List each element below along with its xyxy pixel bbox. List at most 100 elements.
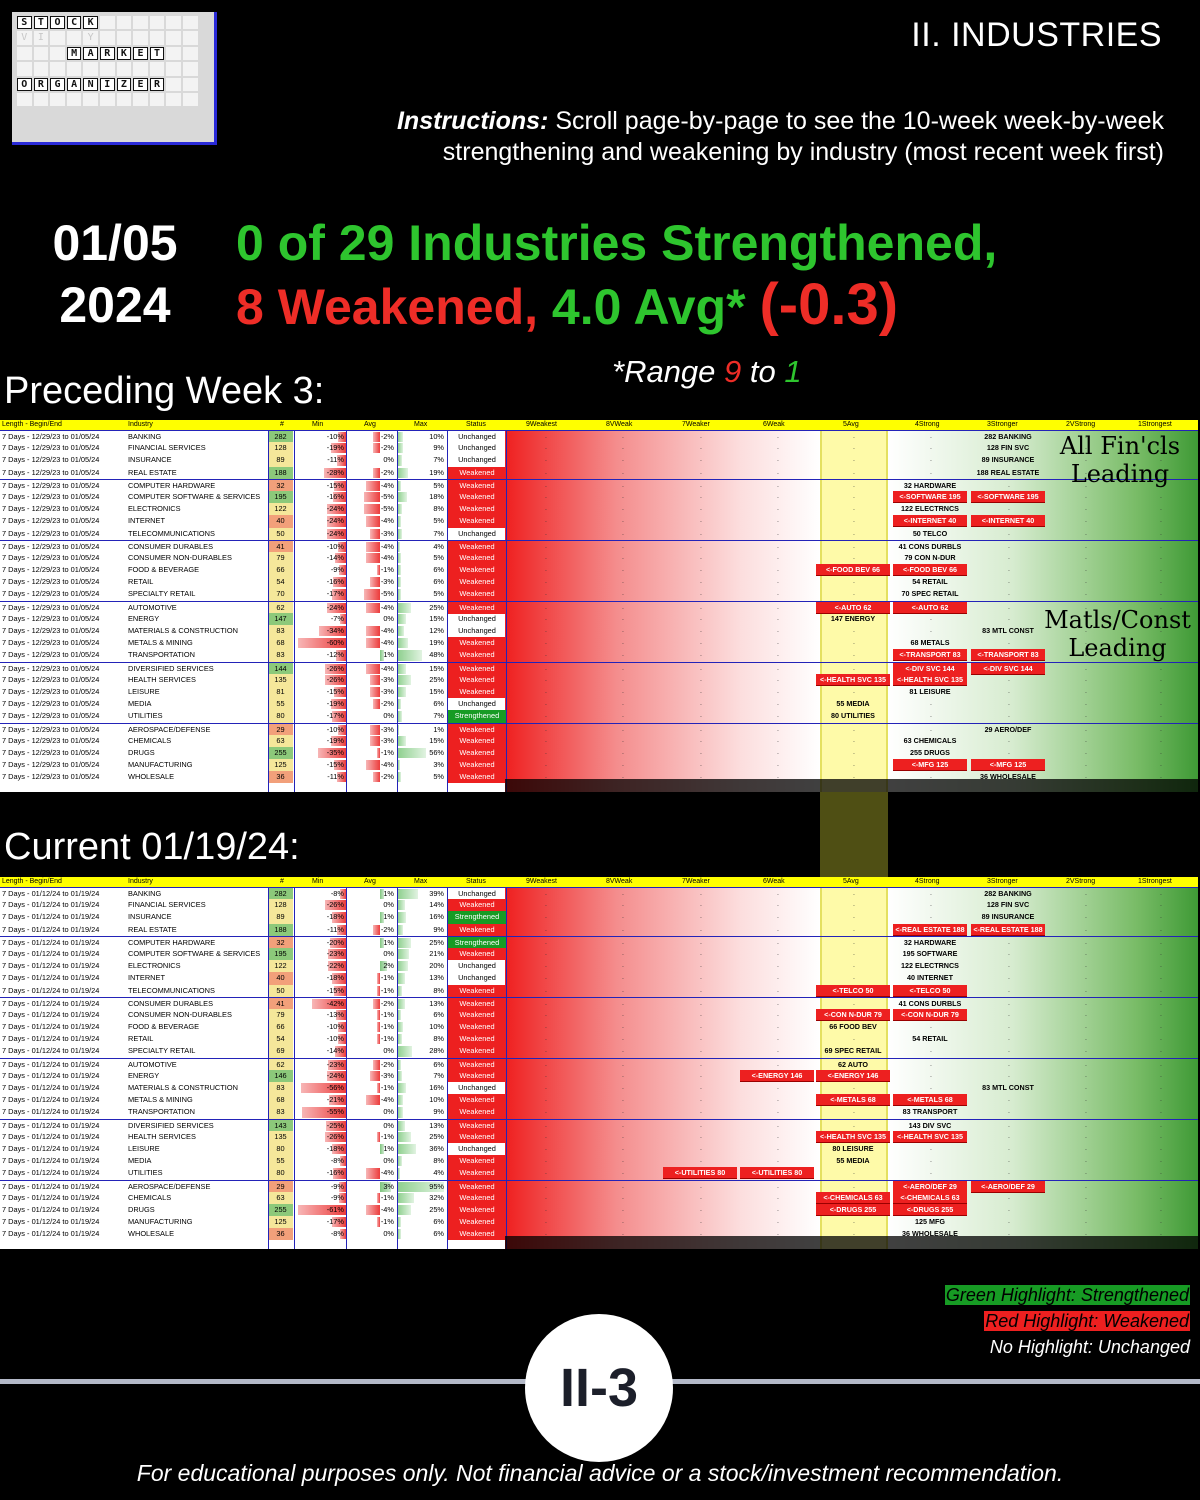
avg-bar — [369, 1070, 380, 1081]
logo-cell — [50, 62, 65, 76]
period-cell: 7 Days - 01/12/24 to 01/19/24 — [2, 1217, 100, 1227]
avg-bar — [380, 937, 384, 948]
disclaimer: For educational purposes only. Not finan… — [136, 1460, 1064, 1486]
empty-cell-dot: . — [1160, 578, 1162, 586]
logo-cell — [33, 92, 49, 107]
count-cell: 83 — [268, 649, 293, 662]
rank-label: 79 CON N-DUR — [904, 552, 956, 562]
logo-cell: C — [66, 16, 82, 30]
max-cell: 25% — [398, 602, 446, 614]
max-cell: 7% — [398, 1070, 446, 1082]
count-cell: 62 — [268, 1058, 293, 1071]
empty-cell-dot: . — [1160, 1132, 1162, 1140]
table-row: 7 Days - 12/29/23 to 01/05/24 COMPUTER HA… — [0, 478, 1198, 492]
empty-cell-dot: . — [853, 444, 855, 452]
avg-bar — [369, 724, 380, 735]
empty-cell-dot: . — [545, 468, 547, 476]
count-cell: 41 — [268, 540, 293, 553]
min-cell: -10% — [296, 724, 346, 736]
empty-cell-dot: . — [777, 890, 779, 897]
min-bar — [330, 735, 346, 746]
empty-cell-dot: . — [1085, 949, 1087, 957]
avg-column-connector — [820, 792, 888, 877]
max-value: 15% — [429, 613, 444, 623]
logo-cell: M — [66, 46, 82, 61]
empty-cell-dot: . — [853, 1108, 855, 1116]
max-value: 19% — [429, 467, 444, 477]
empty-cell-dot: . — [622, 664, 624, 672]
status-cell: Weakened — [448, 734, 506, 747]
table-row: 7 Days - 01/12/24 to 01/19/24 MEDIA 55 -8% 0… — [0, 1155, 1198, 1168]
table-row: 7 Days - 01/12/24 to 01/19/24 METALS & MI… — [0, 1094, 1198, 1107]
empty-cell-dot: . — [1085, 1218, 1087, 1226]
max-bar — [398, 516, 401, 527]
max-bar — [398, 613, 406, 624]
avg-cell: 0% — [348, 1120, 396, 1132]
avg-cell: -5% — [348, 588, 396, 600]
min-bar — [326, 504, 346, 515]
rank-label: <-REAL ESTATE 188 — [971, 923, 1045, 936]
max-bar — [398, 973, 405, 984]
empty-cell-dot: . — [1085, 712, 1087, 720]
period-cell: 7 Days - 01/12/24 to 01/19/24 — [2, 1192, 100, 1202]
empty-cell-dot: . — [1008, 1193, 1010, 1201]
min-bar — [333, 1168, 346, 1179]
count-cell: 55 — [268, 1155, 293, 1168]
logo-cell — [133, 62, 148, 76]
empty-cell-dot: . — [1085, 603, 1087, 611]
avg-value: -4% — [380, 1204, 394, 1214]
rank-label: 83 MTL CONST — [982, 1083, 1034, 1092]
count-cell: 195 — [268, 947, 293, 961]
period-cell: 7 Days - 12/29/23 to 01/05/24 — [2, 613, 100, 623]
min-cell: -9% — [296, 564, 346, 576]
avg-value: -1% — [380, 1034, 394, 1044]
max-cell: 5% — [398, 771, 446, 783]
min-cell: -8% — [296, 888, 346, 900]
empty-cell-dot: . — [1008, 614, 1010, 622]
avg-value: -4% — [380, 602, 394, 612]
empty-cell-dot: . — [853, 1218, 855, 1226]
max-bar — [398, 937, 411, 948]
empty-cell-dot: . — [545, 529, 547, 537]
empty-cell-dot: . — [700, 1218, 702, 1226]
status-cell: Weakened — [448, 1045, 506, 1058]
avg-value: -1% — [380, 973, 394, 983]
min-cell: -24% — [296, 602, 346, 614]
empty-cell-dot: . — [622, 1060, 624, 1068]
industry-cell: HEALTH SERVICES — [128, 674, 196, 684]
empty-cell-dot: . — [1008, 553, 1010, 561]
avg-bar — [380, 1181, 391, 1192]
max-value: 25% — [429, 602, 444, 612]
avg-cell: 1% — [348, 1143, 396, 1155]
rank-label: 36 WHOLESALE — [980, 772, 1036, 782]
industry-cell: COMPUTER SOFTWARE & SERVICES — [128, 491, 261, 501]
empty-cell-dot: . — [545, 725, 547, 733]
rank-label: <-FOOD BEV 66 — [893, 564, 967, 577]
empty-cell-dot: . — [1085, 675, 1087, 683]
avg-value: 0% — [383, 1107, 394, 1117]
rank-label: 50 TELCO — [912, 528, 948, 538]
table-row: 7 Days - 12/29/23 to 01/05/24 FOOD & BEVE… — [0, 564, 1198, 577]
empty-cell-dot: . — [622, 553, 624, 561]
avg-value: 1% — [383, 1143, 394, 1153]
max-value: 7% — [433, 455, 444, 465]
empty-cell-dot: . — [622, 913, 624, 921]
empty-cell-dot: . — [700, 1035, 702, 1043]
avg-cell: 0% — [348, 1228, 396, 1240]
rank-label: 54 RETAIL — [912, 577, 948, 587]
headline-avg: 4.0 Avg* — [551, 279, 746, 335]
empty-cell-dot: . — [700, 456, 702, 464]
empty-cell-dot: . — [930, 773, 932, 781]
max-bar — [398, 1143, 416, 1155]
logo-cell — [50, 92, 65, 107]
empty-cell-dot: . — [700, 925, 702, 933]
empty-cell-dot: . — [700, 553, 702, 561]
empty-cell-dot: . — [853, 890, 855, 897]
empty-cell-dot: . — [545, 433, 547, 440]
count-cell: 62 — [268, 601, 293, 614]
status-cell: Weakened — [448, 1180, 506, 1193]
industry-cell: RETAIL — [128, 1034, 154, 1044]
range-mid: to — [741, 354, 785, 389]
avg-bar — [369, 735, 380, 746]
empty-cell-dot: . — [1085, 1132, 1087, 1140]
